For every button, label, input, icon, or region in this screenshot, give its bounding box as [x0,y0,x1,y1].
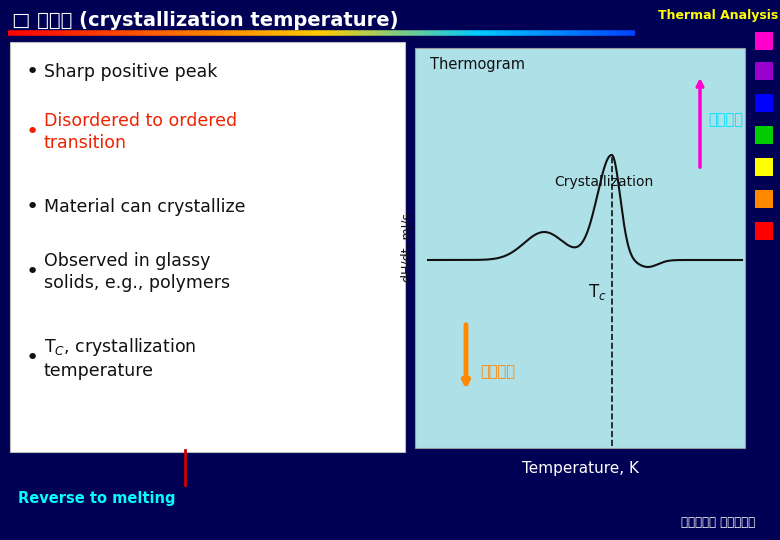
Text: 발열반응: 발열반응 [708,112,743,127]
Bar [755,126,773,144]
Bar [755,62,773,80]
Text: Crystallization: Crystallization [554,175,654,189]
Text: Reverse to melting: Reverse to melting [18,490,176,505]
Text: •: • [26,62,39,82]
Text: dH/dt, mJ/s: dH/dt, mJ/s [402,213,414,282]
Text: T$_c$: T$_c$ [587,282,606,302]
Text: Thermogram: Thermogram [430,57,525,71]
Text: Disordered to ordered
transition: Disordered to ordered transition [44,112,237,152]
Text: Observed in glassy
solids, e.g., polymers: Observed in glassy solids, e.g., polymer… [44,252,230,293]
Bar [755,158,773,176]
Bar [755,32,773,50]
Bar [755,190,773,208]
Text: T$_C$, crystallization
temperature: T$_C$, crystallization temperature [44,335,197,381]
Text: 쳙열반응: 쳙열반응 [480,364,515,380]
Text: Material can crystallize: Material can crystallize [44,198,246,216]
Text: Sharp positive peak: Sharp positive peak [44,63,218,81]
Text: •: • [26,122,39,142]
Bar [755,94,773,112]
Text: •: • [26,262,39,282]
Text: Thermal Analysis: Thermal Analysis [658,9,778,22]
Bar [415,48,745,448]
Text: Temperature, K: Temperature, K [522,461,639,476]
Text: •: • [26,348,39,368]
Text: □ 결정화 (crystallization temperature): □ 결정화 (crystallization temperature) [12,10,399,30]
Bar [10,42,405,452]
Text: 동아대학교 화학공학과: 동아대학교 화학공학과 [681,516,755,529]
Bar [755,222,773,240]
Text: •: • [26,197,39,217]
